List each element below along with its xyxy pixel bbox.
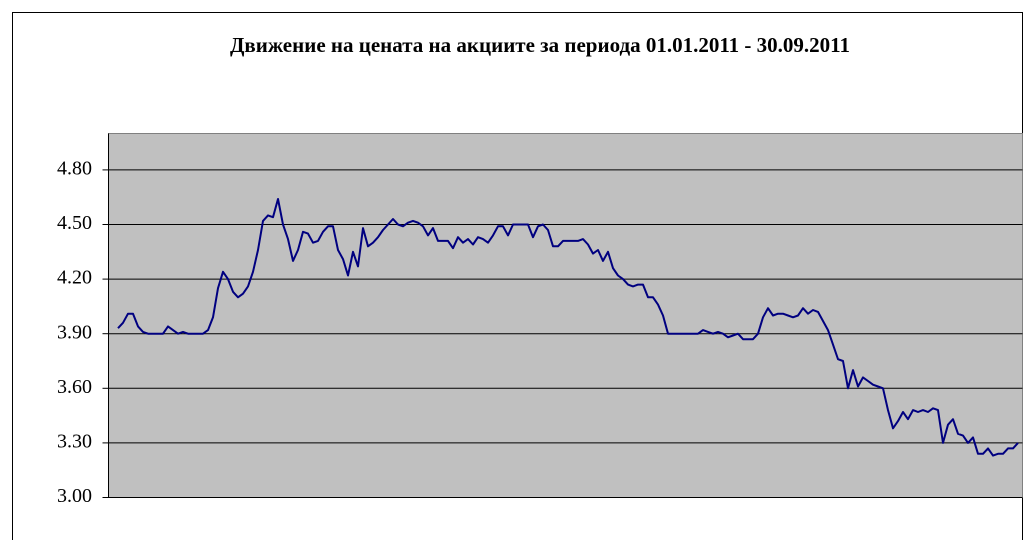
chart-title: Движение на цената на акциите за периода…: [230, 33, 850, 57]
y-tick-label: 3.30: [57, 430, 92, 452]
data-line: [117, 198, 1019, 457]
y-tick-label: 3.60: [57, 376, 92, 398]
y-tick-label: 4.80: [57, 157, 92, 179]
y-tick-label: 3.90: [57, 321, 92, 343]
y-tick-label: 4.50: [57, 212, 92, 234]
y-tick-label: 3.00: [57, 485, 92, 507]
y-tick-label: 4.20: [57, 267, 92, 289]
plot-area: [108, 133, 1023, 498]
